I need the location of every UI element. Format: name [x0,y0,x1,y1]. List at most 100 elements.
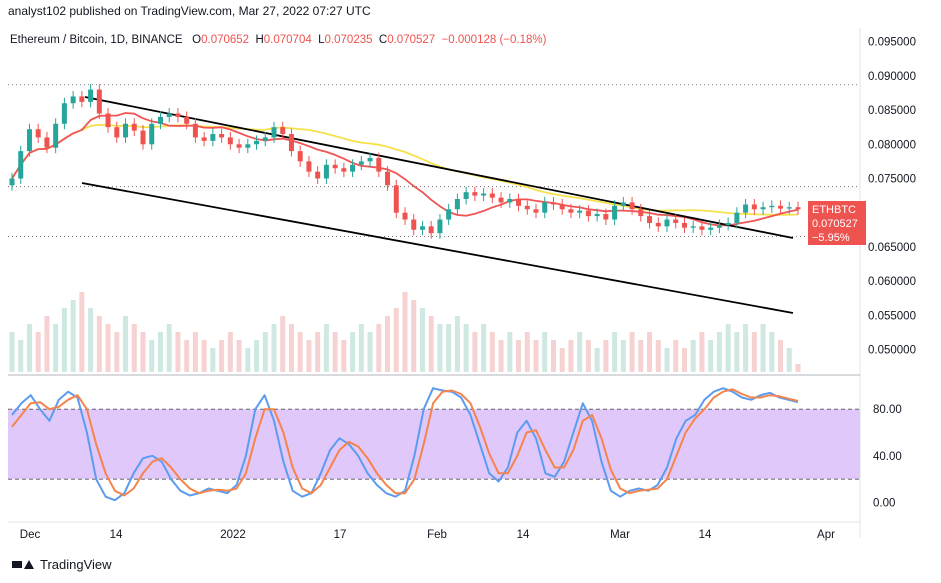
volume-bar [664,348,670,372]
volume-bar [227,332,233,372]
candle-body [481,193,487,196]
volume-bar [236,340,242,372]
candle-body [664,219,670,227]
candle-body [446,209,452,220]
volume-bar [524,332,530,372]
candle-body [219,134,225,138]
volume-bar [26,324,32,372]
volume-bar [446,324,452,372]
volume-bar [594,348,600,372]
volume-bar [585,340,591,372]
candle-body [594,214,600,217]
stoch-k-line [11,387,799,502]
volume-bar [393,308,399,372]
candle-body [751,204,757,210]
change-value: −0.000128 (−0.18%) [441,34,547,46]
price-tick-label: 0.060000 [868,276,916,288]
candle-body [411,219,417,230]
price-tick-label: 0.095000 [868,37,916,49]
candle-body [385,171,391,186]
candle-body [254,140,260,145]
channel-lower-line [81,182,794,314]
candle-body [271,127,277,138]
volume-bar [385,316,391,372]
candle-body [516,199,522,206]
candle-body [734,212,740,223]
candle-body [681,222,687,228]
candle-body [402,212,408,220]
volume-bar [647,332,653,372]
candle-body [498,197,504,203]
volume-bar [210,348,216,372]
candle-body [341,168,347,172]
candle-body [708,227,714,230]
candle-body [620,202,626,206]
candle-body [358,161,364,165]
candle-body [743,204,749,213]
low-label: L [318,34,325,46]
candle-body [769,205,775,208]
open-value: 0.070652 [201,34,250,46]
volume-bar [96,316,102,372]
candle-body [690,226,696,228]
time-tick-label: 17 [334,529,347,541]
candle-body [297,151,303,162]
candle-body [201,137,207,141]
volume-bar [297,332,303,372]
volume-bar [472,332,478,372]
price-tick-label: 0.080000 [868,139,916,151]
candle-body [786,207,792,209]
symbol-info: Ethereum / Bitcoin, 1D, BINANCE O0.07065… [10,34,546,46]
volume-bar [166,324,172,372]
volume-bar [498,340,504,372]
candle-body [454,199,460,210]
candle-body [227,137,233,145]
candle-body [428,226,434,234]
candle-body [629,202,635,210]
candle-body [306,161,312,172]
volume-bar [454,316,460,372]
volume-bar [315,332,321,372]
footer[interactable]: TradingView [12,557,112,572]
volume-bar [358,324,364,372]
candle-body [393,185,399,213]
close-label: C [378,34,388,46]
time-tick-label: Apr [817,529,835,541]
volume-bar [559,348,565,372]
volume-bar [201,340,207,372]
volume-bar [262,332,268,372]
volume-bar [306,340,312,372]
volume-bar [481,324,487,372]
volume-bar [254,340,260,372]
volume-bar [131,324,137,372]
symbol-name: Ethereum / Bitcoin, 1D, BINANCE [10,34,183,46]
candle-body [507,199,513,203]
candle-body [332,164,338,169]
candle-body [760,207,766,210]
candle-body [166,113,172,117]
volume-bar [795,364,801,372]
volume-bar [699,332,705,372]
stoch-tick-label: 0.00 [873,498,895,510]
volume-bar [367,332,373,372]
time-tick-label: Feb [427,529,447,541]
candle-body [463,192,469,199]
volume-bar [280,316,286,372]
volume-bar [751,332,757,372]
close-value: 0.070527 [387,34,436,46]
time-tick-label: 14 [699,529,712,541]
candle-body [175,113,181,117]
candle-body [577,210,583,213]
published-header: analyst102 published on TradingView.com,… [8,4,371,18]
time-tick-label: Dec [20,529,41,541]
volume-bar [350,332,356,372]
time-tick-label: 14 [517,529,530,541]
candle-body [140,130,146,145]
candle-body [35,129,41,138]
channel-upper-line [84,96,794,239]
volume-bar [437,324,443,372]
candle-body [262,137,268,141]
volume-bar [533,340,539,372]
volume-bar [35,332,41,372]
